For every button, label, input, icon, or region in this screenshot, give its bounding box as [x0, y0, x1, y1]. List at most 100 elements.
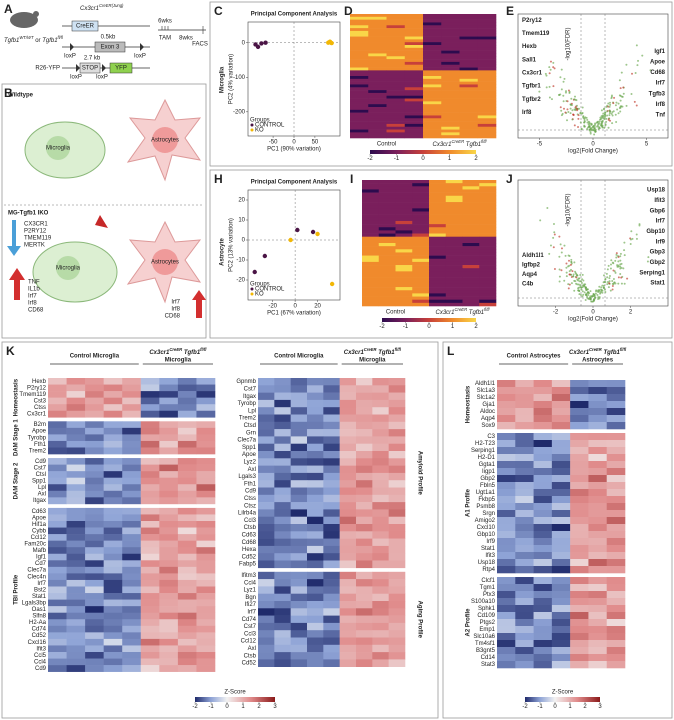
heatmap-cell-texture: [429, 265, 447, 269]
heatmap-cell-texture: [290, 385, 308, 393]
heatmap-cell-texture: [140, 638, 160, 646]
heatmap-cell-texture: [159, 514, 179, 522]
heatmap-cell-texture: [606, 545, 626, 553]
heatmap-cell-texture: [588, 591, 608, 599]
gene-label: Irf8: [171, 307, 180, 313]
heatmap-cell-texture: [441, 56, 460, 60]
legend-label: KO: [255, 128, 264, 134]
data-point: [262, 253, 268, 259]
heatmap-cell-texture: [362, 258, 380, 263]
heatmap-cell-texture: [423, 123, 442, 128]
gene-label: Ggta1: [479, 462, 496, 468]
volcano-dot-texture: [598, 285, 601, 288]
heatmap-cell-texture: [386, 112, 406, 116]
heatmap-cell-texture: [356, 571, 373, 580]
y-tick-label: 0: [242, 238, 246, 244]
heatmap-cell-texture: [122, 547, 142, 555]
heatmap-cell-texture: [404, 39, 424, 43]
volcano-dot-texture: [589, 132, 592, 135]
heatmap-cell-texture: [339, 593, 357, 602]
heatmap-cell-texture: [515, 433, 534, 441]
section-label: DAM Stage 1: [14, 419, 20, 456]
gene-label: Apoe: [32, 429, 47, 435]
heatmap-cell-texture: [462, 236, 480, 241]
heatmap-cell-texture: [395, 271, 413, 275]
heatmap-cell-texture: [159, 606, 179, 613]
volcano-dot-texture: [601, 120, 604, 123]
heatmap-cell-texture: [372, 502, 389, 510]
heatmap-cell-texture: [274, 429, 291, 437]
heatmap-cell-texture: [423, 33, 442, 37]
heatmap-cell-texture: [290, 443, 308, 452]
heatmap-cell-texture: [606, 552, 626, 560]
heatmap-cell-texture: [372, 458, 389, 466]
heatmap-cell-texture: [66, 540, 86, 548]
heatmap-cell-texture: [445, 293, 463, 297]
heatmap-cell-texture: [386, 115, 406, 119]
heatmap-cell-texture: [378, 239, 396, 244]
volcano-dot-texture: [577, 114, 580, 117]
heatmap-cell-texture: [386, 61, 406, 66]
heatmap-cell-texture: [479, 224, 497, 228]
heatmap-cell-texture: [48, 427, 67, 435]
heatmap-cell-texture: [368, 53, 387, 57]
heatmap-cell-texture: [196, 384, 216, 392]
heatmap-cell-texture: [412, 208, 430, 212]
gene-label: Aqp4: [481, 416, 496, 422]
colorbar-tick-label: -2: [192, 704, 198, 710]
heatmap-cell-texture: [388, 516, 406, 525]
volcano-dot-texture: [539, 219, 542, 222]
gene-label: Usp18: [647, 188, 666, 194]
volcano-dot-texture: [607, 286, 610, 289]
heatmap-cell-texture: [423, 59, 442, 63]
heatmap-cell-texture: [258, 509, 275, 517]
heatmap-cell-texture: [350, 92, 369, 97]
heatmap-cell-texture: [515, 517, 534, 525]
heatmap-cell-texture: [196, 579, 216, 587]
heatmap-cell-texture: [290, 392, 308, 401]
panel-label: E: [506, 4, 514, 18]
heatmap-cell-texture: [66, 599, 86, 607]
gene-label: Ctsb: [244, 525, 257, 531]
heatmap-cell-texture: [588, 503, 608, 511]
heatmap-cell-texture: [388, 429, 406, 437]
heatmap-cell-texture: [323, 436, 340, 444]
heatmap-cell-texture: [177, 391, 197, 398]
heatmap-cell-texture: [445, 236, 463, 241]
volcano-dot-texture: [558, 275, 561, 278]
heatmap-cell-texture: [122, 534, 142, 541]
volcano-dot-texture: [574, 272, 577, 275]
heatmap-cell-texture: [479, 230, 497, 234]
heatmap-cell-texture: [423, 36, 442, 40]
volcano-dot-texture: [620, 282, 623, 285]
volcano-dot-texture: [612, 102, 615, 105]
heatmap-cell-texture: [497, 619, 516, 627]
heatmap-cell-texture: [445, 217, 463, 222]
heatmap-cell-texture: [588, 433, 608, 441]
volcano-dot-texture: [631, 237, 634, 240]
heatmap-cell-texture: [515, 415, 534, 423]
volcano-dot-texture: [592, 298, 595, 301]
heatmap-cell-texture: [48, 540, 67, 548]
heatmap-cell-texture: [140, 514, 160, 522]
heatmap-cell-texture: [196, 540, 216, 548]
volcano-dot-texture: [589, 290, 592, 293]
heatmap-cell-texture: [372, 494, 389, 503]
heatmap-cell-texture: [196, 527, 216, 535]
volcano-dot-texture: [630, 93, 633, 96]
heatmap-cell-texture: [378, 195, 396, 200]
gene-label: Ifit3: [36, 646, 46, 652]
heatmap-cell-texture: [533, 538, 553, 546]
volcano-dot-texture: [564, 90, 567, 93]
heatmap-cell-texture: [423, 61, 442, 66]
heatmap-cell-texture: [570, 524, 589, 532]
heatmap-cell-texture: [66, 384, 86, 392]
heatmap-cell-texture: [274, 407, 291, 415]
heatmap-cell-texture: [479, 183, 497, 187]
volcano-dot-texture: [567, 110, 570, 113]
legend-title: Groups: [250, 282, 270, 288]
heatmap-cell-texture: [533, 408, 553, 416]
y-tick-label: 0: [242, 40, 246, 46]
heatmap-cell-texture: [462, 277, 480, 282]
gene-label: Cd9: [245, 489, 257, 495]
